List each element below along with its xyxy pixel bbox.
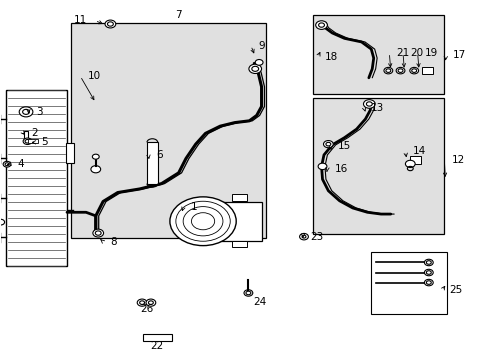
Text: 18: 18 — [325, 52, 338, 62]
Text: 24: 24 — [253, 297, 266, 307]
Text: 16: 16 — [334, 163, 347, 174]
Text: 21: 21 — [396, 48, 409, 58]
Circle shape — [0, 219, 4, 225]
Circle shape — [146, 299, 156, 306]
Bar — [71, 23, 266, 238]
Bar — [422, 67, 432, 74]
Circle shape — [424, 269, 432, 276]
Circle shape — [323, 140, 332, 148]
Bar — [5, 90, 66, 266]
Text: 4: 4 — [18, 159, 24, 169]
Bar — [147, 142, 158, 184]
Bar — [27, 139, 38, 143]
Circle shape — [19, 107, 33, 117]
Bar — [312, 15, 444, 94]
Text: 8: 8 — [110, 237, 117, 247]
Circle shape — [137, 299, 147, 306]
Bar — [312, 98, 444, 234]
Text: 3: 3 — [36, 107, 42, 117]
Text: 9: 9 — [258, 41, 264, 50]
Circle shape — [363, 100, 374, 108]
Text: 22: 22 — [150, 341, 163, 351]
Text: 23: 23 — [310, 232, 323, 242]
Bar — [143, 334, 172, 341]
Circle shape — [191, 213, 214, 230]
Circle shape — [424, 279, 432, 286]
Bar — [24, 131, 28, 141]
Circle shape — [91, 166, 101, 173]
Text: 20: 20 — [409, 48, 423, 58]
Circle shape — [107, 22, 113, 26]
Text: 15: 15 — [337, 141, 351, 151]
Text: 11: 11 — [74, 15, 87, 26]
Circle shape — [395, 67, 404, 74]
Circle shape — [248, 64, 261, 73]
Text: 25: 25 — [448, 285, 462, 296]
Bar — [65, 143, 74, 163]
Circle shape — [409, 67, 418, 74]
Circle shape — [92, 154, 99, 159]
Text: 10: 10 — [87, 71, 101, 81]
Text: 13: 13 — [370, 103, 384, 113]
Text: 5: 5 — [41, 138, 48, 147]
Text: 26: 26 — [140, 304, 153, 314]
Text: 1: 1 — [190, 202, 197, 212]
Text: 12: 12 — [451, 155, 464, 165]
Text: 2: 2 — [31, 129, 38, 138]
Bar — [409, 156, 420, 163]
Circle shape — [244, 290, 252, 296]
Bar — [232, 194, 246, 201]
Circle shape — [315, 21, 327, 30]
Circle shape — [299, 233, 308, 240]
Circle shape — [318, 163, 326, 170]
Circle shape — [405, 160, 414, 167]
Text: 19: 19 — [424, 48, 437, 58]
Circle shape — [176, 201, 230, 241]
Text: 17: 17 — [452, 50, 466, 60]
Bar — [370, 252, 446, 315]
Bar — [232, 241, 246, 247]
Circle shape — [183, 207, 223, 236]
Circle shape — [255, 59, 263, 65]
Text: 7: 7 — [175, 10, 182, 20]
Circle shape — [23, 138, 32, 144]
Text: 14: 14 — [412, 146, 425, 156]
Circle shape — [93, 229, 103, 237]
Circle shape — [251, 66, 258, 71]
Circle shape — [105, 20, 116, 28]
Bar — [215, 202, 261, 241]
Text: 6: 6 — [156, 150, 162, 160]
Circle shape — [3, 161, 11, 167]
Circle shape — [424, 259, 432, 266]
Circle shape — [169, 197, 236, 246]
Circle shape — [95, 231, 101, 235]
Circle shape — [383, 67, 392, 74]
